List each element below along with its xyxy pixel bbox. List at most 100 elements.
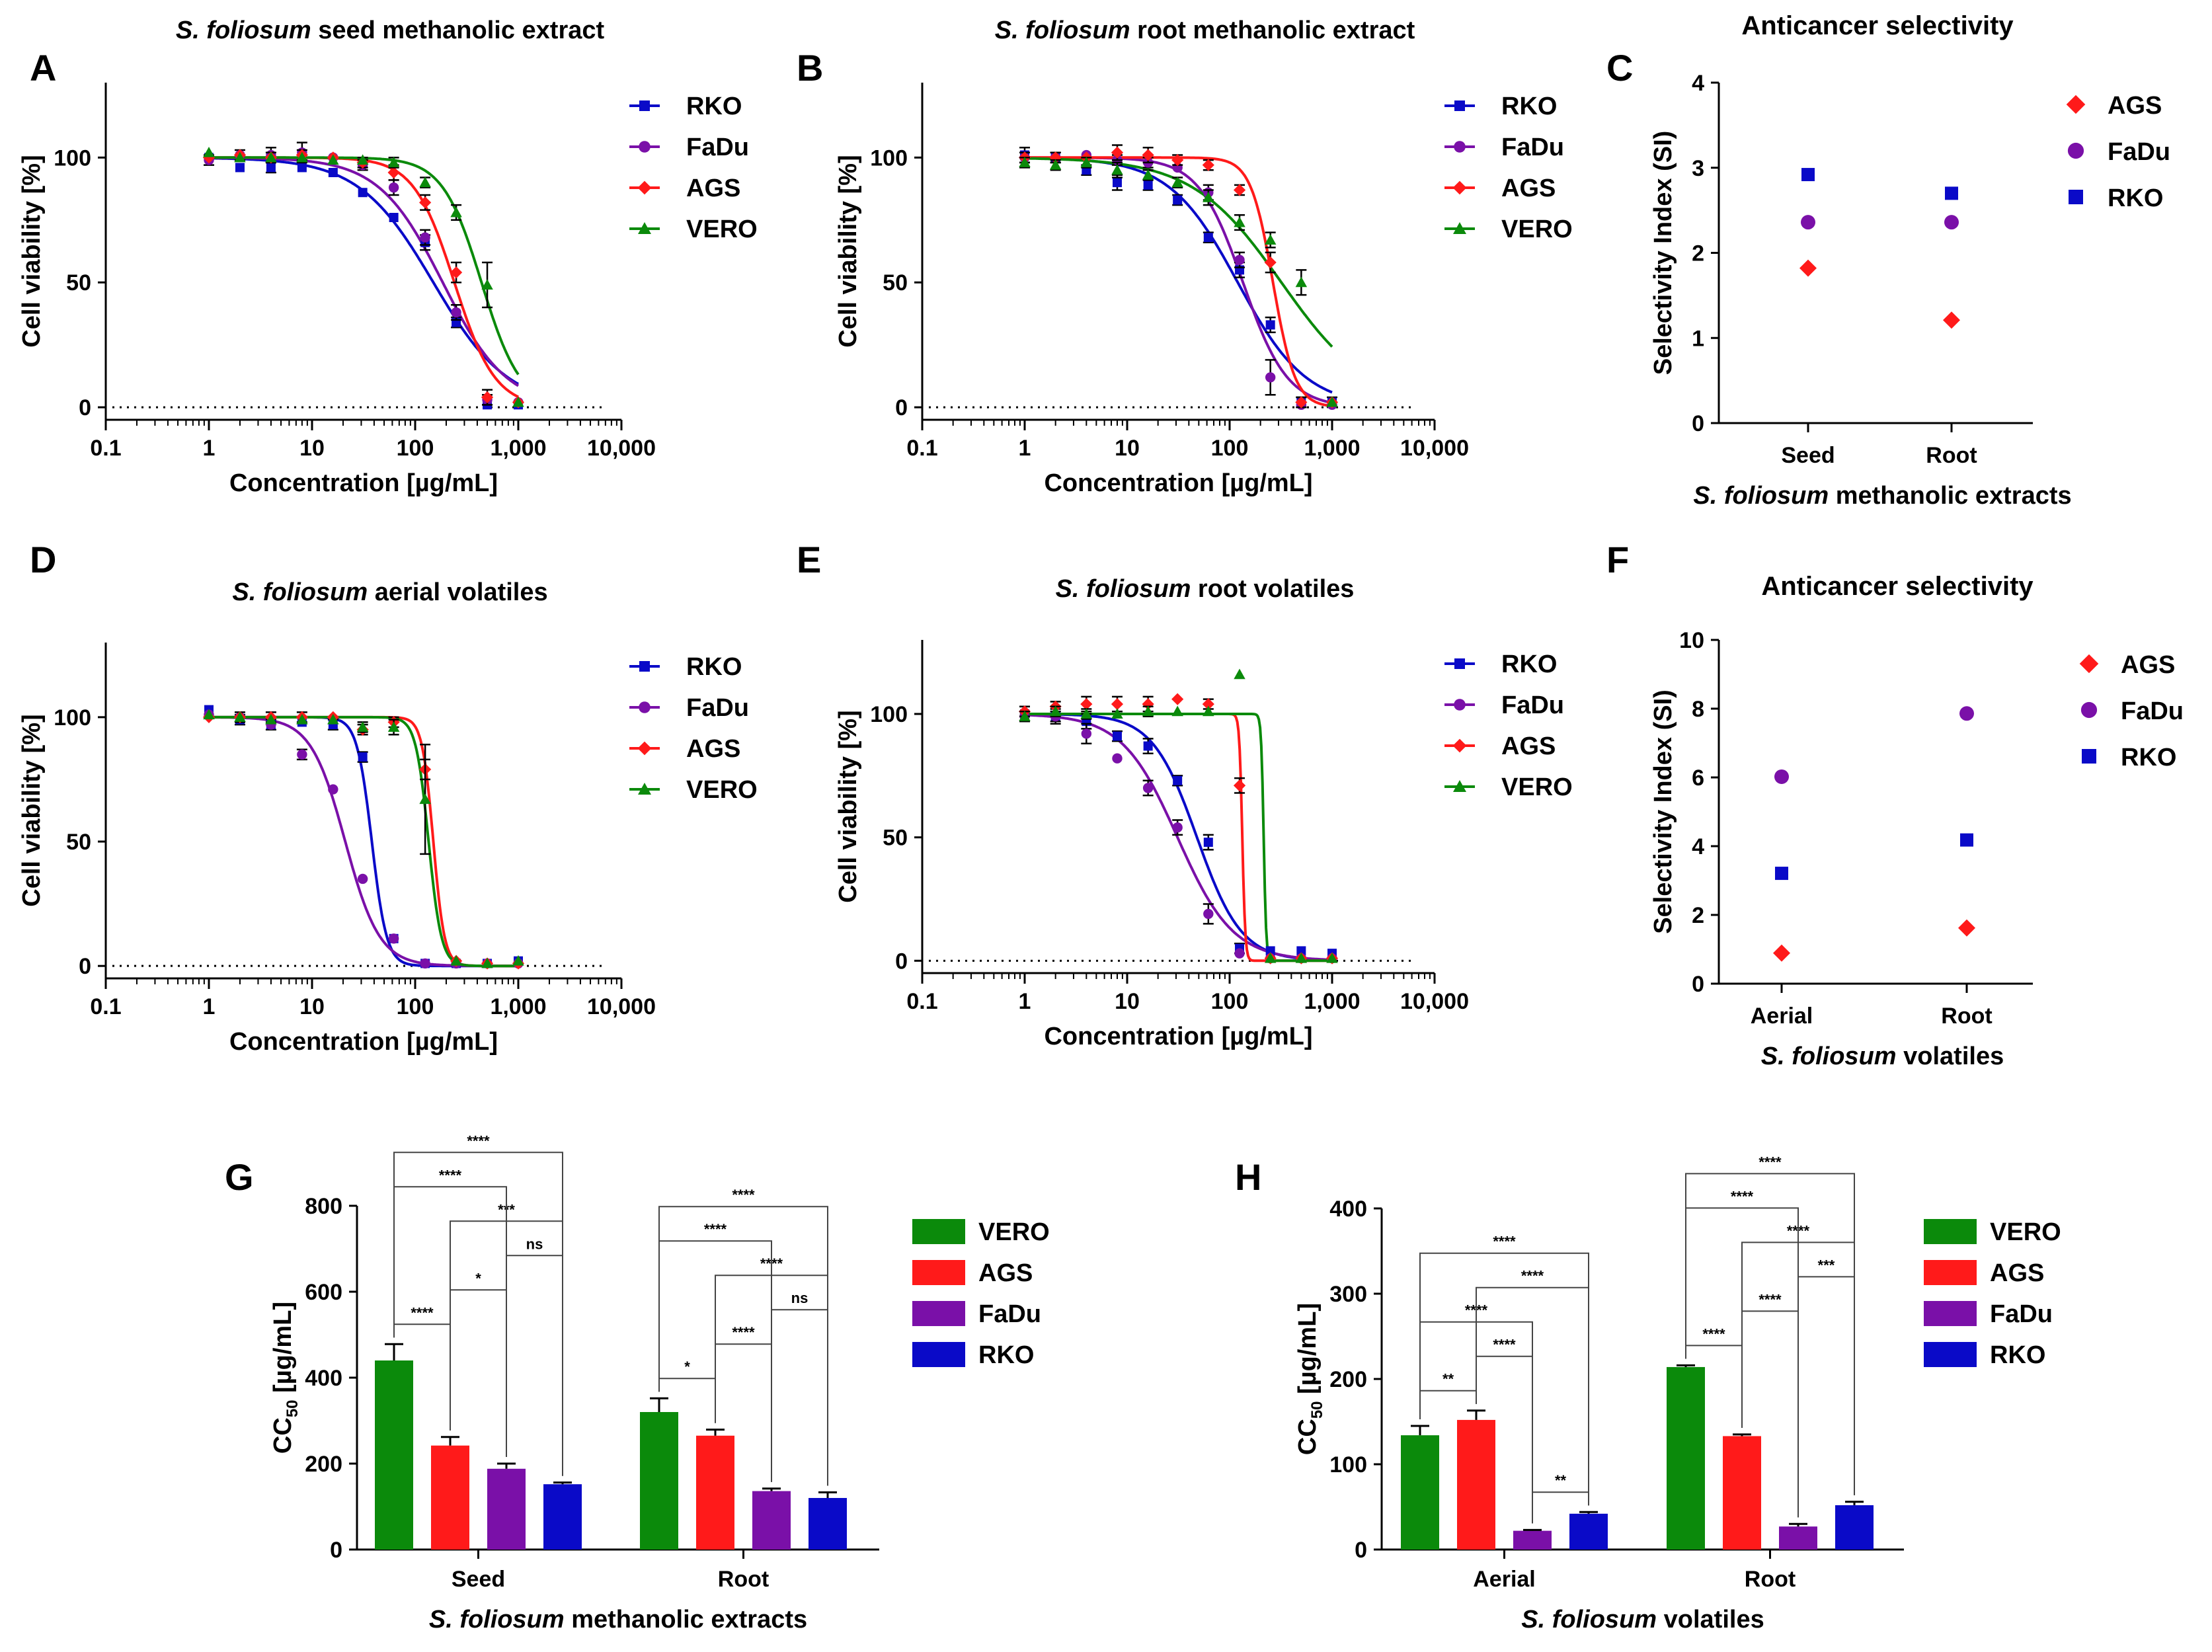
y-tick-label: 50 bbox=[66, 830, 91, 855]
legend-marker bbox=[2082, 749, 2096, 764]
legend-swatch bbox=[1924, 1219, 1977, 1244]
significance-label: ** bbox=[1442, 1371, 1454, 1388]
legend-marker bbox=[2079, 654, 2099, 674]
significance-label: **** bbox=[1731, 1188, 1754, 1204]
data-point-ags bbox=[1264, 256, 1277, 269]
data-point-vero bbox=[1264, 234, 1277, 245]
legend-label: AGS bbox=[1501, 175, 1556, 202]
panel-label: C bbox=[1606, 47, 1633, 89]
x-tick-label: Seed bbox=[452, 1567, 505, 1592]
y-tick-label: 0 bbox=[79, 954, 91, 979]
bar-vero bbox=[1401, 1435, 1439, 1550]
data-point-vero bbox=[1171, 705, 1183, 717]
y-tick-label: 200 bbox=[305, 1452, 342, 1477]
significance-label: **** bbox=[1758, 1154, 1782, 1170]
legend-swatch bbox=[1924, 1342, 1977, 1367]
x-tick-label: 10,000 bbox=[587, 436, 656, 461]
data-point-vero bbox=[387, 157, 400, 167]
data-point-rko bbox=[235, 163, 245, 173]
data-point-rko bbox=[1143, 741, 1153, 751]
data-point-vero bbox=[512, 396, 524, 407]
data-point-fadu bbox=[388, 182, 399, 193]
fit-curve-vero bbox=[204, 715, 518, 968]
significance-label: **** bbox=[1521, 1268, 1544, 1284]
legend-label: VERO bbox=[1501, 773, 1573, 801]
bar-ags bbox=[696, 1435, 734, 1550]
legend-label: AGS bbox=[2121, 651, 2175, 679]
y-axis-label: Selectivity Index (SI) bbox=[1649, 131, 1677, 375]
x-tick-label: 100 bbox=[1211, 436, 1249, 461]
data-point-vero bbox=[203, 709, 215, 720]
x-axis-label: Concentration [µg/mL] bbox=[1044, 1023, 1312, 1050]
legend-marker bbox=[639, 141, 651, 153]
x-axis-label: S. foliosum methanolic extracts bbox=[429, 1606, 807, 1633]
y-tick-label: 0 bbox=[1692, 411, 1704, 436]
data-point-vero bbox=[1203, 705, 1214, 717]
y-axis-label: Cell viability [%] bbox=[834, 155, 862, 347]
significance-label: **** bbox=[732, 1324, 755, 1341]
data-point-ags bbox=[481, 391, 494, 404]
panel-label: E bbox=[797, 539, 821, 580]
significance-bracket bbox=[658, 1206, 828, 1486]
panel-label: F bbox=[1606, 539, 1629, 580]
legend-label: RKO bbox=[1990, 1341, 2045, 1369]
data-point-vero bbox=[1295, 276, 1308, 288]
si-point-ags bbox=[1958, 919, 1975, 937]
legend-swatch bbox=[1924, 1260, 1977, 1285]
legend-label: FaDu bbox=[2121, 697, 2184, 725]
legend-marker bbox=[2066, 95, 2086, 114]
legend-label: RKO bbox=[1501, 93, 1557, 120]
legend-swatch bbox=[912, 1219, 965, 1244]
y-tick-label: 50 bbox=[883, 270, 908, 295]
x-tick-label: 10,000 bbox=[1400, 989, 1469, 1014]
x-axis-label: Concentration [µg/mL] bbox=[229, 1028, 498, 1056]
panel-title: S. foliosum aerial volatiles bbox=[232, 578, 547, 606]
data-point-rko bbox=[1173, 195, 1183, 205]
data-point-fadu bbox=[388, 933, 399, 944]
bar-fadu bbox=[487, 1468, 526, 1550]
data-point-vero bbox=[1326, 952, 1338, 963]
fit-curve-fadu bbox=[1019, 713, 1333, 961]
x-tick-label: 10 bbox=[1115, 436, 1140, 461]
x-tick-label: 10,000 bbox=[587, 994, 656, 1019]
data-point-ags bbox=[1233, 184, 1246, 196]
significance-label: **** bbox=[704, 1221, 727, 1238]
legend-label: FaDu bbox=[1501, 134, 1564, 161]
data-point-vero bbox=[1142, 169, 1154, 180]
data-point-fadu bbox=[1203, 908, 1214, 920]
legend-label: RKO bbox=[2108, 184, 2163, 212]
x-tick-label: Root bbox=[1941, 1003, 1992, 1029]
data-point-fadu bbox=[420, 232, 430, 243]
data-point-rko bbox=[358, 752, 368, 762]
data-point-vero bbox=[327, 713, 339, 725]
significance-label: **** bbox=[1702, 1325, 1725, 1342]
data-point-vero bbox=[265, 151, 277, 163]
x-tick-label: 100 bbox=[397, 436, 434, 461]
legend-marker bbox=[639, 701, 651, 713]
significance-label: ** bbox=[1555, 1472, 1567, 1489]
significance-bracket bbox=[1797, 1276, 1855, 1518]
panel-label: G bbox=[225, 1156, 254, 1198]
data-point-rko bbox=[266, 163, 276, 173]
legend-label: FaDu bbox=[978, 1300, 1041, 1328]
legend-marker bbox=[639, 661, 650, 672]
bar-fadu bbox=[1513, 1530, 1552, 1550]
data-point-fadu bbox=[1234, 948, 1245, 959]
data-point-ags bbox=[1202, 159, 1214, 171]
data-point-vero bbox=[450, 206, 462, 217]
significance-label: **** bbox=[732, 1187, 755, 1203]
y-tick-label: 400 bbox=[305, 1366, 342, 1391]
legend-label: VERO bbox=[978, 1218, 1050, 1246]
y-tick-label: 8 bbox=[1692, 697, 1704, 722]
y-tick-label: 4 bbox=[1692, 834, 1704, 859]
data-point-fadu bbox=[297, 749, 307, 760]
y-tick-label: 300 bbox=[1329, 1282, 1367, 1307]
bar-ags bbox=[1457, 1419, 1495, 1550]
data-point-vero bbox=[234, 711, 246, 722]
bar-ags bbox=[431, 1445, 469, 1550]
legend-label: VERO bbox=[1990, 1218, 2061, 1246]
data-point-vero bbox=[1111, 164, 1123, 175]
data-point-fadu bbox=[420, 958, 430, 969]
legend-marker bbox=[1454, 100, 1465, 111]
si-point-fadu bbox=[1959, 706, 1974, 721]
